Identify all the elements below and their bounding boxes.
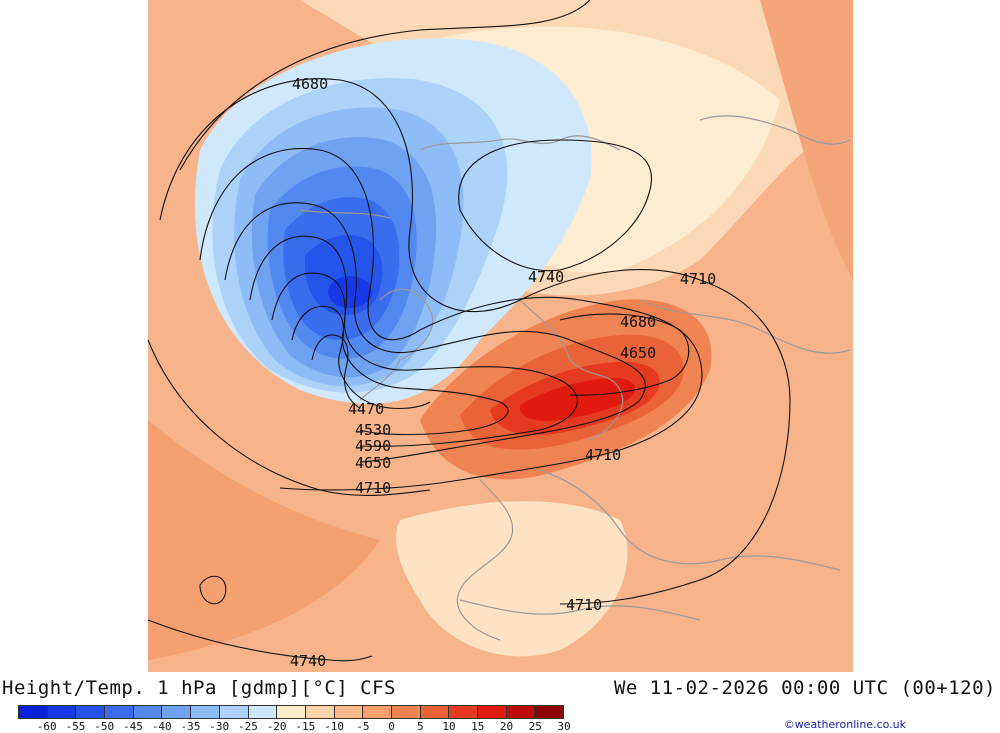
contour-label: 4590 xyxy=(355,437,391,455)
valid-datetime: We 11-02-2026 00:00 UTC (00+120) xyxy=(613,677,996,699)
legend-tick-label: -50 xyxy=(94,720,115,733)
contour-label: 4470 xyxy=(348,400,384,418)
legend-tick-label: -15 xyxy=(295,720,316,733)
contour-labels: 4680 4740 4710 4680 4650 4470 4530 4590 … xyxy=(290,75,716,670)
contour-label: 4710 xyxy=(680,270,716,288)
legend-tick-label: -35 xyxy=(180,720,201,733)
contour-label: 4650 xyxy=(620,344,656,362)
color-legend-ticks: -60 -55 -50 -45 -40 -35 -30 -25 -20 -15 -10 -5 0 5 10 1… xyxy=(18,720,571,733)
legend-swatch xyxy=(449,706,478,718)
legend-tick-label: -5 xyxy=(356,720,370,733)
legend-swatch xyxy=(391,706,421,718)
chart-title: Height/Temp. 1 hPa [gdmp][°C] CFS xyxy=(2,677,396,699)
legend-tick-label: 25 xyxy=(528,720,542,733)
contour-label: 4650 xyxy=(355,454,391,472)
coastlines xyxy=(299,115,851,641)
legend-swatch xyxy=(535,706,564,718)
legend-tick-label: -10 xyxy=(324,720,345,733)
legend-swatch xyxy=(478,706,507,718)
temp-zone-darker-ne xyxy=(760,0,853,280)
legend-tick-label: -40 xyxy=(151,720,172,733)
legend-tick-label: -55 xyxy=(65,720,86,733)
contour-label: 4740 xyxy=(290,652,326,670)
legend-swatch xyxy=(248,706,278,718)
legend-tick-label: -20 xyxy=(266,720,287,733)
legend-swatch xyxy=(506,706,536,718)
legend-tick-label: -45 xyxy=(123,720,143,733)
contour-label: 4710 xyxy=(355,479,391,497)
legend-swatch xyxy=(105,706,134,718)
legend-swatch xyxy=(162,706,192,718)
cold-core xyxy=(328,276,372,308)
temp-zone-pale-south xyxy=(396,501,628,657)
legend-tick-label: -25 xyxy=(237,720,258,733)
contour-label: 4710 xyxy=(566,596,602,614)
legend-swatch xyxy=(277,706,306,718)
credit-link[interactable]: ©weatheronline.co.uk xyxy=(783,718,906,731)
contour-label: 4680 xyxy=(292,75,328,93)
legend-swatch xyxy=(363,706,392,718)
legend-tick-label: 20 xyxy=(499,720,514,733)
legend-swatch xyxy=(133,706,163,718)
height-contours xyxy=(147,0,791,662)
legend-swatch xyxy=(76,706,106,718)
color-legend xyxy=(18,705,564,719)
legend-swatch xyxy=(334,706,364,718)
legend-swatch xyxy=(19,706,48,718)
legend-tick-label: 5 xyxy=(417,720,424,733)
legend-swatch xyxy=(305,706,335,718)
legend-tick-label: -30 xyxy=(209,720,230,733)
legend-tick-label: -60 xyxy=(36,720,57,733)
contour-label: 4740 xyxy=(528,268,564,286)
legend-swatch xyxy=(191,706,220,718)
legend-swatch xyxy=(420,706,450,718)
contour-label: 4530 xyxy=(355,421,391,439)
legend-tick-label: 10 xyxy=(442,720,456,733)
weather-map: 4680 4740 4710 4680 4650 4470 4530 4590 … xyxy=(147,0,853,672)
legend-tick-label: 0 xyxy=(388,720,395,733)
contour-label: 4680 xyxy=(620,313,656,331)
legend-swatch xyxy=(47,706,77,718)
legend-swatch xyxy=(219,706,249,718)
contour-label: 4710 xyxy=(585,446,621,464)
legend-tick-label: 15 xyxy=(471,720,485,733)
legend-tick-label: 30 xyxy=(557,720,571,733)
